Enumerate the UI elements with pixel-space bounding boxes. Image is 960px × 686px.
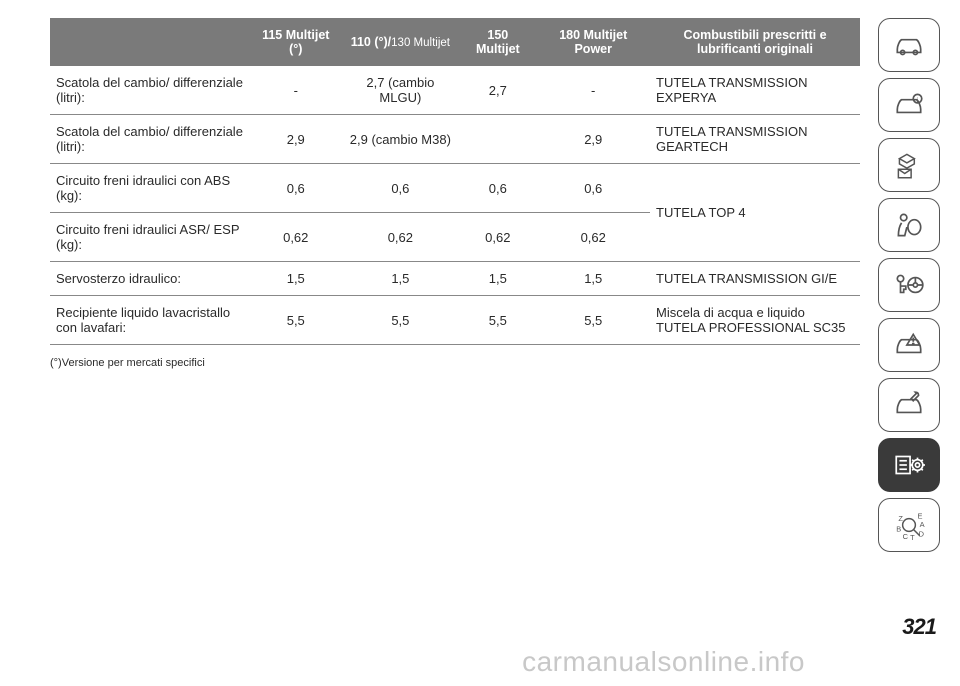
fluids-table: 115 Multijet (°) 110 (°)/130 Multijet 15… <box>50 18 860 345</box>
footnote: (°)Versione per mercati specifici <box>50 357 860 369</box>
cell: 5,5 <box>342 296 460 345</box>
cell-rec: TUTELA TRANSMISSION GEARTECH <box>650 115 860 164</box>
sidebar-item-specs-icon[interactable] <box>878 438 940 492</box>
cell: 2,7 <box>459 66 536 115</box>
row-label: Recipiente liquido lavacristallo con lav… <box>50 296 250 345</box>
sidebar-item-vehicle-info-icon[interactable]: i <box>878 78 940 132</box>
cell-rec: TUTELA TOP 4 <box>650 164 860 262</box>
svg-text:B: B <box>896 524 901 533</box>
header-blank <box>50 18 250 66</box>
sidebar-item-lights-mail-icon[interactable] <box>878 138 940 192</box>
cell: 1,5 <box>342 262 460 296</box>
cell: 1,5 <box>459 262 536 296</box>
cell: 0,6 <box>459 164 536 213</box>
sidebar-item-airbag-icon[interactable] <box>878 198 940 252</box>
cell: 5,5 <box>536 296 650 345</box>
cell: 2,7 (cambio MLGU) <box>342 66 460 115</box>
header-col-1: 115 Multijet (°) <box>250 18 342 66</box>
cell: 1,5 <box>250 262 342 296</box>
row-label: Servosterzo idraulico: <box>50 262 250 296</box>
watermark: carmanualsonline.info <box>522 646 805 678</box>
cell: 2,9 <box>250 115 342 164</box>
header-col-3: 150 Multijet <box>459 18 536 66</box>
svg-text:C: C <box>903 532 909 541</box>
header-col-4: 180 Multijet Power <box>536 18 650 66</box>
cell-rec: TUTELA TRANSMISSION EXPERYA <box>650 66 860 115</box>
section-sidebar: i ZEADBCT <box>878 18 940 552</box>
cell: 0,62 <box>250 213 342 262</box>
sidebar-item-key-wheel-icon[interactable] <box>878 258 940 312</box>
cell: 0,62 <box>459 213 536 262</box>
cell: - <box>536 66 650 115</box>
svg-text:i: i <box>917 97 918 104</box>
table-row: Scatola del cambio/ differenziale (litri… <box>50 66 860 115</box>
cell: 0,6 <box>250 164 342 213</box>
svg-text:Z: Z <box>898 514 903 523</box>
cell: 0,62 <box>536 213 650 262</box>
cell-rec: Miscela di acqua e liquido TUTELA PROFES… <box>650 296 860 345</box>
header-col-5: Combustibili prescritti e lubrificanti o… <box>650 18 860 66</box>
sidebar-item-warning-icon[interactable] <box>878 318 940 372</box>
sidebar-item-service-icon[interactable] <box>878 378 940 432</box>
cell: 0,6 <box>536 164 650 213</box>
header-col-2: 110 (°)/130 Multijet <box>342 18 460 66</box>
table-row: Recipiente liquido lavacristallo con lav… <box>50 296 860 345</box>
svg-text:T: T <box>910 533 915 542</box>
table-row: Scatola del cambio/ differenziale (litri… <box>50 115 860 164</box>
sidebar-item-index-icon[interactable]: ZEADBCT <box>878 498 940 552</box>
table-header-row: 115 Multijet (°) 110 (°)/130 Multijet 15… <box>50 18 860 66</box>
table-row: Circuito freni idraulici con ABS (kg): 0… <box>50 164 860 213</box>
cell: 5,5 <box>250 296 342 345</box>
row-label: Scatola del cambio/ differenziale (litri… <box>50 66 250 115</box>
cell: - <box>250 66 342 115</box>
row-label: Circuito freni idraulici con ABS (kg): <box>50 164 250 213</box>
sidebar-item-vehicle-icon[interactable] <box>878 18 940 72</box>
cell: 0,6 <box>342 164 460 213</box>
page-number: 321 <box>902 614 936 640</box>
cell <box>459 115 536 164</box>
cell-rec: TUTELA TRANSMISSION GI/E <box>650 262 860 296</box>
svg-text:D: D <box>919 530 924 539</box>
table-row: Servosterzo idraulico: 1,5 1,5 1,5 1,5 T… <box>50 262 860 296</box>
content-area: 115 Multijet (°) 110 (°)/130 Multijet 15… <box>50 18 860 369</box>
row-label: Scatola del cambio/ differenziale (litri… <box>50 115 250 164</box>
cell: 0,62 <box>342 213 460 262</box>
row-label: Circuito freni idraulici ASR/ ESP (kg): <box>50 213 250 262</box>
cell: 2,9 (cambio M38) <box>342 115 460 164</box>
cell: 1,5 <box>536 262 650 296</box>
cell: 2,9 <box>536 115 650 164</box>
svg-text:A: A <box>920 520 925 529</box>
cell: 5,5 <box>459 296 536 345</box>
